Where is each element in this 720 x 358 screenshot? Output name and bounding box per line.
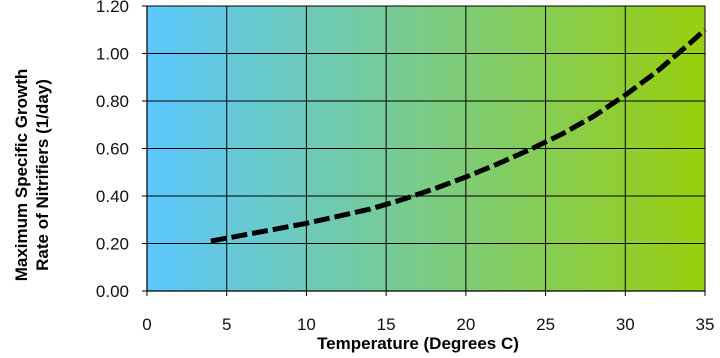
x-axis-title: Temperature (Degrees C): [317, 334, 519, 353]
x-tick-label: 0: [142, 315, 151, 334]
y-tick-label: 0.00: [96, 282, 129, 301]
y-axis-title-line: Rate of Nitrifiers (1/day): [33, 79, 52, 271]
series-line: [210, 27, 707, 244]
x-tick-label: 5: [222, 315, 231, 334]
x-tick-label: 20: [456, 315, 475, 334]
y-tick-label: 1.20: [96, 0, 129, 16]
y-tick-label: 1.00: [96, 45, 129, 64]
y-tick-label: 0.60: [96, 140, 129, 159]
y-axis-title-line: Maximum Specific Growth: [12, 69, 31, 282]
y-tick-label: 0.40: [96, 187, 129, 206]
x-tick-label: 30: [616, 315, 635, 334]
series-layer: [210, 27, 707, 244]
y-tick-label: 0.20: [96, 235, 129, 254]
x-tick-label: 25: [536, 315, 555, 334]
axes: [142, 5, 706, 296]
x-tick-label: 35: [696, 315, 715, 334]
x-tick-label: 10: [297, 315, 316, 334]
y-tick-labels: 0.00 0.20 0.40 0.60 0.80 1.00 1.20: [96, 0, 129, 301]
x-tick-labels: 0 5 10 15 20 25 30 35: [142, 315, 714, 334]
x-tick-label: 15: [377, 315, 396, 334]
y-axis-title: Maximum Specific Growth Rate of Nitrifier…: [12, 69, 52, 282]
y-tick-label: 0.80: [96, 92, 129, 111]
